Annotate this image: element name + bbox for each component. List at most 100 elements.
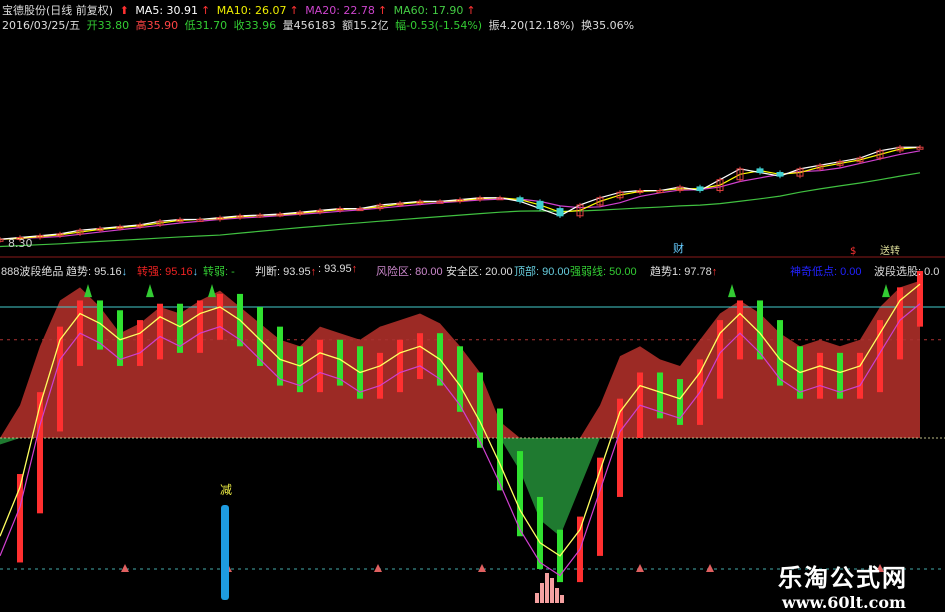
candle: [296, 211, 304, 215]
indicator-name: 888波段绝品: [1, 266, 64, 278]
candle: [576, 204, 584, 217]
up-arrow-icon: ↑: [466, 4, 476, 17]
indicator-bar: [857, 352, 863, 399]
indicator-bar: [737, 300, 743, 360]
candle: [536, 200, 544, 210]
candle: [496, 197, 504, 201]
top-arrow-icon: [882, 284, 890, 298]
candle: [276, 213, 284, 217]
indicator-bar: [337, 339, 343, 386]
indicator-bar: [17, 474, 23, 563]
buy-arrow-icon: [636, 564, 644, 572]
watermark: 乐淘公式网 www.60lt.com: [778, 558, 908, 612]
trend-line: [0, 283, 921, 557]
candle: [356, 208, 364, 212]
marker-s: $: [850, 246, 856, 257]
candle: [616, 191, 624, 199]
judge-item: 判断: 93.95↑: [255, 263, 316, 279]
top-arrow-icon: [84, 284, 92, 298]
candle: [136, 224, 144, 228]
candle: [836, 161, 844, 166]
indicator-bar: [517, 451, 523, 537]
trend1-value: 趋势1: 97.78: [650, 266, 712, 278]
candle: [676, 186, 684, 192]
indicator-bar: [417, 333, 423, 380]
candle: [56, 233, 64, 237]
indicator-bar: [57, 326, 63, 432]
top-value: 顶部: 90.00: [514, 266, 570, 278]
indicator-bar: [537, 496, 543, 569]
indicator-bar: [277, 326, 283, 386]
up-arrow-icon: ⬆: [119, 4, 129, 17]
indicator-bar: [317, 339, 323, 393]
magic-value: 神奇低点: 0.00: [790, 266, 862, 278]
up-arrow-icon: ↑: [310, 266, 317, 278]
candle: [756, 168, 764, 173]
indicator-bar: [837, 352, 843, 399]
indicator-bar: [677, 379, 683, 425]
trend-item: 趋势: 95.16↓: [66, 263, 127, 279]
indicator-bar: [657, 372, 663, 419]
candle: [236, 215, 244, 219]
candle: [916, 146, 924, 150]
buy-arrow-icon: [374, 564, 382, 572]
top-arrow-icon: [208, 284, 216, 298]
indicator-bar: [457, 346, 463, 412]
indicator-bar: [397, 339, 403, 393]
indicator-bar: [177, 303, 183, 353]
ma-line-1: [0, 146, 920, 240]
open: 开33.80: [86, 19, 130, 32]
reduce-bar: [221, 505, 229, 600]
candle: [76, 229, 84, 235]
indicator-bar: [377, 352, 383, 399]
candle: [196, 218, 204, 222]
indicator-bar: [777, 320, 783, 386]
watermark-url: www.60lt.com: [782, 593, 906, 612]
marker-song: 送转: [880, 244, 900, 257]
judge-value: 判断: 93.95: [255, 266, 311, 278]
amplitude: 振4.20(12.18%): [488, 19, 575, 32]
weak-value: 转弱: -: [203, 266, 235, 278]
buy-arrow-icon: [478, 564, 486, 572]
up-arrow-icon: ↑: [377, 4, 388, 17]
candle: [516, 197, 524, 202]
candle: [316, 209, 324, 213]
candle: [116, 226, 124, 230]
candle: [256, 214, 264, 218]
close: 收33.96: [233, 19, 277, 32]
top-arrow-icon: [146, 284, 154, 298]
indicator-bar: [257, 307, 263, 366]
candle: [736, 168, 744, 181]
price-panel: [0, 145, 924, 248]
buy-arrow-icon: [876, 564, 884, 572]
pick-value: 波段选股: 0.0: [874, 266, 940, 278]
candle: [336, 208, 344, 212]
judge2-item: : 93.95↑: [318, 263, 357, 275]
indicator-header: 888波段绝品 趋势: 95.16↓ 转强: 95.16↓ 转弱: - 判断: …: [0, 263, 945, 279]
reduce-label: 减: [220, 483, 232, 497]
candle: [376, 204, 384, 210]
candle: [16, 236, 24, 240]
watermark-name: 乐淘公式网: [778, 564, 908, 592]
candle: [856, 157, 864, 163]
indicator-bar: [897, 287, 903, 360]
volume-bar: [560, 595, 564, 603]
indicator-bar: [217, 293, 223, 340]
candle: [396, 202, 404, 206]
indicator-bar: [97, 300, 103, 350]
indicator-bar: [877, 320, 883, 393]
ma10-label: MA10: 26.07: [216, 4, 287, 17]
down-arrow-icon: ↓: [192, 266, 199, 278]
candle: [156, 220, 164, 226]
candle: [696, 186, 704, 192]
ma20-label: MA20: 22.78: [305, 4, 375, 17]
indicator-bar: [497, 408, 503, 491]
volume-bar: [555, 588, 559, 603]
indicator-panel: [0, 270, 945, 603]
change: 幅-0.53(-1.54%): [395, 19, 483, 32]
low: 低31.70: [184, 19, 228, 32]
candle: [776, 171, 784, 177]
marker-cai: 财: [673, 241, 684, 255]
buy-arrow-icon: [706, 564, 714, 572]
